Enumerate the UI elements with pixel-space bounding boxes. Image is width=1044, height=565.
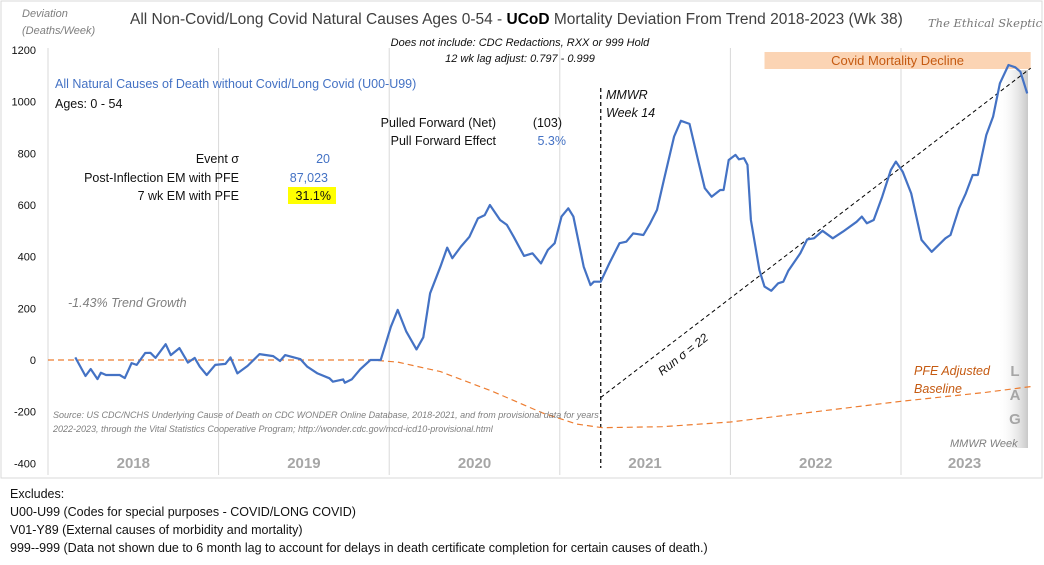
highlight-box <box>288 187 336 204</box>
x-year-label: 2020 <box>458 455 491 472</box>
event-sigma-label: Event σ <box>196 152 239 166</box>
y-tick-label: 600 <box>18 200 36 212</box>
subtitle-exclusions: Does not include: CDC Redactions, RXX or… <box>391 37 651 49</box>
seven-wk-label: 7 wk EM with PFE <box>138 189 239 203</box>
post-inflection-value: 87,023 <box>290 171 328 185</box>
year-gridlines <box>47 48 902 475</box>
excludes-item: V01-Y89 (External causes of morbidity an… <box>10 523 303 537</box>
ages-label: Ages: 0 - 54 <box>55 97 122 111</box>
seven-wk-value: 31.1% <box>296 189 331 203</box>
y-tick-label: 0 <box>30 355 36 367</box>
mmwr-week-14-label-line2: Week 14 <box>606 106 655 120</box>
x-year-label: 2019 <box>287 455 320 472</box>
pulled-forward-label: Pulled Forward (Net) <box>381 116 496 130</box>
y-axis-label-units: (Deaths/Week) <box>22 25 95 37</box>
y-axis-label: Deviation <box>22 8 68 20</box>
y-tick-label: 1000 <box>12 97 36 109</box>
lag-letter: A <box>1010 387 1021 404</box>
series-label: All Natural Causes of Death without Covi… <box>55 77 416 91</box>
y-tick-label: 200 <box>18 303 36 315</box>
y-tick-label: 400 <box>18 252 36 264</box>
pull-forward-effect-label: Pull Forward Effect <box>391 134 497 148</box>
series-lines <box>48 63 1032 468</box>
x-year-label: 2023 <box>948 455 981 472</box>
trend-growth-label: -1.43% Trend Growth <box>68 296 187 310</box>
chart-frame <box>0 0 1043 479</box>
brand-logo: The Ethical Skeptic <box>928 16 1043 30</box>
post-inflection-label: Post-Inflection EM with PFE <box>84 171 239 185</box>
covid-decline-label: Covid Mortality Decline <box>831 53 964 68</box>
y-tick-label: 1200 <box>12 45 36 57</box>
pull-forward-effect-value: 5.3% <box>538 134 567 148</box>
y-axis-ticks: 1200 1000 800 600 400 200 0 -200 -400 <box>12 45 36 470</box>
event-sigma-value: 20 <box>316 152 330 166</box>
chart-title: All Non-Covid/Long Covid Natural Causes … <box>130 11 903 28</box>
pfe-baseline-label-line2: Baseline <box>914 382 962 396</box>
x-axis-label: MMWR Week <box>950 438 1018 450</box>
covid-decline-band <box>764 52 1031 69</box>
source-note: Source: US CDC/NCHS Underlying Cause of … <box>53 410 599 420</box>
lag-letter: L <box>1010 363 1019 380</box>
y-tick-label: -400 <box>14 458 36 470</box>
pfe-baseline-line <box>48 359 1031 429</box>
x-year-label: 2022 <box>799 455 832 472</box>
lag-shade <box>998 70 1028 448</box>
x-year-label: 2018 <box>117 455 150 472</box>
lag-letters: LAG <box>1009 363 1021 428</box>
excludes-item: 999--999 (Data not shown due to 6 month … <box>10 541 708 555</box>
lag-letter: G <box>1009 411 1021 428</box>
x-axis-year-labels: 2018 2019 2020 2021 2022 2023 <box>117 455 982 472</box>
excludes-item: U00-U99 (Codes for special purposes - CO… <box>10 505 356 519</box>
x-year-label: 2021 <box>628 455 661 472</box>
natural-causes-series-line <box>74 63 1029 384</box>
pulled-forward-value: (103) <box>533 116 562 130</box>
y-tick-label: 800 <box>18 148 36 160</box>
pfe-baseline-label: PFE Adjusted <box>914 364 991 378</box>
y-tick-label: -200 <box>14 407 36 419</box>
subtitle-lag-adjust: 12 wk lag adjust: 0.797 - 0.999 <box>445 53 595 65</box>
mmwr-week-14-label: MMWR <box>606 88 648 102</box>
run-trend-line <box>600 67 1032 398</box>
excludes-heading: Excludes: <box>10 487 64 501</box>
source-note-line2: 2022-2023, through the Vital Statistics … <box>52 424 494 434</box>
